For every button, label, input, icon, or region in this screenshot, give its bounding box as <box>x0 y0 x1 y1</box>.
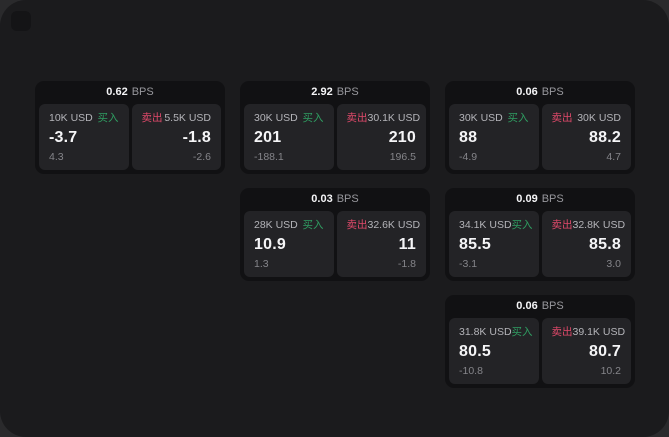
quote-card: 0.03 BPS 28K USD 买入 10.9 1.3 卖出 32.6K US… <box>240 188 430 281</box>
sell-amount: 32.8K USD <box>572 219 626 231</box>
buy-price: 88 <box>459 129 478 147</box>
quote-card: 2.92 BPS 30K USD 买入 201 -188.1 卖出 30.1K … <box>240 81 430 174</box>
buy-quote-button[interactable]: 30K USD 买入 88 -4.9 <box>449 104 539 170</box>
sell-sub-value: 196.5 <box>389 150 416 163</box>
spread-value: 0.06 <box>516 300 538 312</box>
buy-side-label: 买入 <box>507 112 529 124</box>
sell-price: -1.8 <box>182 129 211 147</box>
quote-panels: 28K USD 买入 10.9 1.3 卖出 32.6K USD 11 -1.8 <box>244 211 426 277</box>
sell-price: 80.7 <box>589 343 621 361</box>
spread-header: 0.62 BPS <box>39 81 221 104</box>
sell-sub-value: -1.8 <box>397 257 416 270</box>
buy-amount: 30K USD <box>459 112 503 124</box>
buy-sub-value: 4.3 <box>49 150 64 163</box>
quote-card: 0.06 BPS 31.8K USD 买入 80.5 -10.8 卖出 39.1… <box>445 295 635 388</box>
buy-amount: 31.8K USD <box>459 326 512 338</box>
spread-value: 0.06 <box>516 86 538 98</box>
sell-quote-button[interactable]: 卖出 30.1K USD 210 196.5 <box>336 104 426 170</box>
buy-amount: 30K USD <box>254 112 298 124</box>
spread-header: 0.06 BPS <box>449 81 631 104</box>
sell-side-label: 卖出 <box>551 112 573 124</box>
quote-panels: 10K USD 买入 -3.7 4.3 卖出 5.5K USD -1.8 -2.… <box>39 104 221 170</box>
sell-sub-value: 3.0 <box>606 257 621 270</box>
sell-sub-value: -2.6 <box>192 150 211 163</box>
spread-header: 2.92 BPS <box>244 81 426 104</box>
sell-quote-button[interactable]: 卖出 32.6K USD 11 -1.8 <box>336 211 426 277</box>
sell-quote-button[interactable]: 卖出 30K USD 88.2 4.7 <box>541 104 631 170</box>
buy-sub-value: -188.1 <box>254 150 284 163</box>
spread-header: 0.03 BPS <box>244 188 426 211</box>
spread-unit-label: BPS <box>336 86 359 98</box>
sell-amount: 32.6K USD <box>367 219 421 231</box>
spread-header: 0.09 BPS <box>449 188 631 211</box>
spread-header: 0.06 BPS <box>449 295 631 318</box>
spread-unit-label: BPS <box>336 193 359 205</box>
sell-amount: 5.5K USD <box>164 112 211 124</box>
buy-side-label: 买入 <box>302 219 324 231</box>
buy-price: -3.7 <box>49 129 78 147</box>
spread-value: 0.03 <box>311 193 333 205</box>
sell-amount: 30.1K USD <box>367 112 421 124</box>
buy-quote-button[interactable]: 30K USD 买入 201 -188.1 <box>244 104 334 170</box>
quote-card: 0.06 BPS 30K USD 买入 88 -4.9 卖出 30K USD 8… <box>445 81 635 174</box>
sell-price: 88.2 <box>589 129 621 147</box>
buy-amount: 28K USD <box>254 219 298 231</box>
buy-sub-value: -3.1 <box>459 257 478 270</box>
sell-quote-button[interactable]: 卖出 39.1K USD 80.7 10.2 <box>541 318 631 384</box>
buy-quote-button[interactable]: 31.8K USD 买入 80.5 -10.8 <box>449 318 539 384</box>
buy-side-label: 买入 <box>511 219 533 231</box>
sell-price: 85.8 <box>589 236 621 254</box>
spread-unit-label: BPS <box>541 300 564 312</box>
buy-sub-value: 1.3 <box>254 257 269 270</box>
spread-unit-label: BPS <box>541 86 564 98</box>
buy-side-label: 买入 <box>302 112 324 124</box>
spread-value: 0.09 <box>516 193 538 205</box>
sell-side-label: 卖出 <box>551 326 573 338</box>
quote-card: 0.09 BPS 34.1K USD 买入 85.5 -3.1 卖出 32.8K… <box>445 188 635 281</box>
sell-sub-value: 4.7 <box>606 150 621 163</box>
buy-price: 80.5 <box>459 343 491 361</box>
sell-amount: 39.1K USD <box>572 326 626 338</box>
sell-price: 210 <box>388 129 416 147</box>
sell-side-label: 卖出 <box>346 112 368 124</box>
buy-price: 85.5 <box>459 236 491 254</box>
sell-sub-value: 10.2 <box>600 364 621 377</box>
sell-amount: 30K USD <box>577 112 621 124</box>
quote-panels: 30K USD 买入 201 -188.1 卖出 30.1K USD 210 1… <box>244 104 426 170</box>
buy-side-label: 买入 <box>511 326 533 338</box>
sell-quote-button[interactable]: 卖出 5.5K USD -1.8 -2.6 <box>131 104 221 170</box>
buy-price: 10.9 <box>254 236 286 254</box>
buy-quote-button[interactable]: 34.1K USD 买入 85.5 -3.1 <box>449 211 539 277</box>
buy-amount: 10K USD <box>49 112 93 124</box>
buy-side-label: 买入 <box>97 112 119 124</box>
quote-panels: 30K USD 买入 88 -4.9 卖出 30K USD 88.2 4.7 <box>449 104 631 170</box>
buy-sub-value: -4.9 <box>459 150 478 163</box>
buy-price: 201 <box>254 129 282 147</box>
buy-quote-button[interactable]: 10K USD 买入 -3.7 4.3 <box>39 104 129 170</box>
spread-unit-label: BPS <box>541 193 564 205</box>
buy-sub-value: -10.8 <box>459 364 483 377</box>
sell-quote-button[interactable]: 卖出 32.8K USD 85.8 3.0 <box>541 211 631 277</box>
sell-price: 11 <box>398 236 416 254</box>
spread-value: 2.92 <box>311 86 333 98</box>
sell-side-label: 卖出 <box>551 219 573 231</box>
sell-side-label: 卖出 <box>346 219 368 231</box>
spread-unit-label: BPS <box>131 86 154 98</box>
spread-value: 0.62 <box>106 86 128 98</box>
corner-app-button[interactable] <box>11 11 31 31</box>
quote-panels: 31.8K USD 买入 80.5 -10.8 卖出 39.1K USD 80.… <box>449 318 631 384</box>
quote-card: 0.62 BPS 10K USD 买入 -3.7 4.3 卖出 5.5K USD… <box>35 81 225 174</box>
sell-side-label: 卖出 <box>141 112 163 124</box>
quote-panels: 34.1K USD 买入 85.5 -3.1 卖出 32.8K USD 85.8… <box>449 211 631 277</box>
buy-quote-button[interactable]: 28K USD 买入 10.9 1.3 <box>244 211 334 277</box>
buy-amount: 34.1K USD <box>459 219 512 231</box>
